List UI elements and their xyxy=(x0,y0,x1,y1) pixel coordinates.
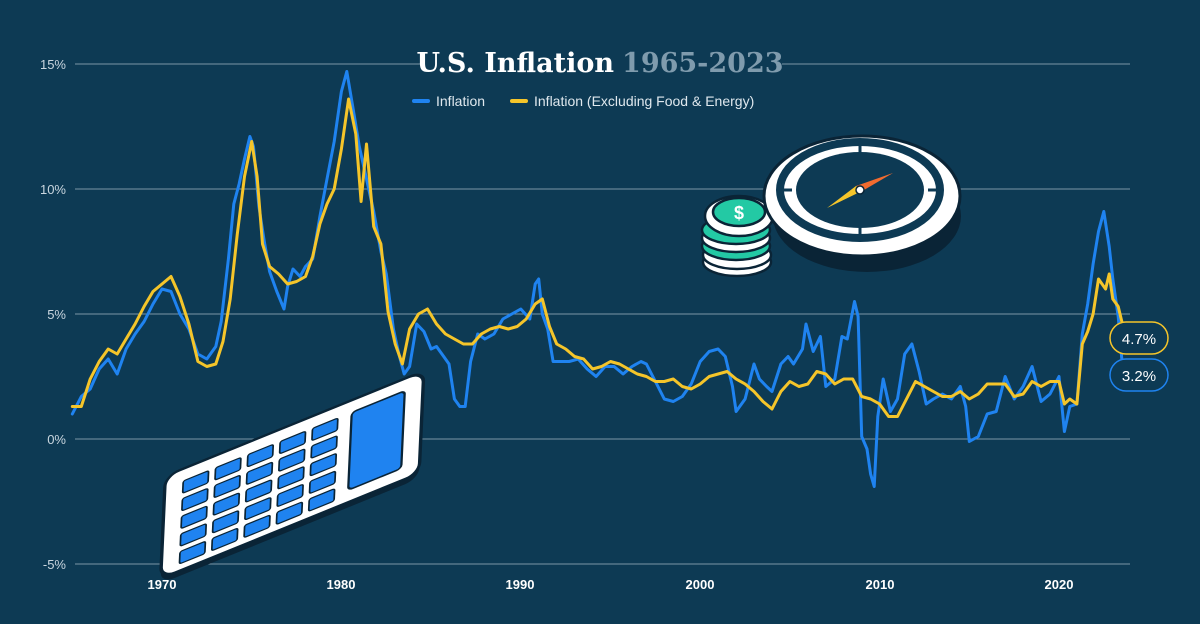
calculator-illustration xyxy=(159,373,426,580)
chart-title-main: U.S. Inflation xyxy=(416,48,614,79)
legend: Inflation Inflation (Excluding Food & En… xyxy=(412,93,754,109)
x-tick-label: 1980 xyxy=(327,577,356,592)
x-tick-label: 1990 xyxy=(506,577,535,592)
chart-title-years: 1965-2023 xyxy=(622,48,784,79)
x-axis: 1970 1980 1990 2000 2010 2020 xyxy=(148,577,1074,592)
y-tick-label: 5% xyxy=(47,307,66,322)
end-label-inflation: 3.2% xyxy=(1109,358,1169,392)
y-tick-label: 10% xyxy=(40,182,66,197)
legend-swatch-core xyxy=(510,99,528,103)
x-tick-label: 2010 xyxy=(866,577,895,592)
x-tick-label: 2020 xyxy=(1045,577,1074,592)
end-label-core: 4.7% xyxy=(1109,321,1169,355)
end-label-core-text: 4.7% xyxy=(1122,331,1156,348)
title-mask xyxy=(422,44,782,84)
coins-illustration: $ xyxy=(700,194,775,278)
svg-text:$: $ xyxy=(734,203,744,223)
x-tick-label: 2000 xyxy=(686,577,715,592)
compass-illustration xyxy=(762,134,962,272)
chart-title: U.S. Inflation 1965-2023 xyxy=(416,48,783,79)
series-line-inflation xyxy=(70,70,1124,488)
legend-label-core: Inflation (Excluding Food & Energy) xyxy=(534,93,754,109)
y-tick-label: 0% xyxy=(47,432,66,447)
y-tick-label: -5% xyxy=(43,557,67,572)
y-tick-label: 15% xyxy=(40,57,66,72)
end-label-inflation-text: 3.2% xyxy=(1122,368,1156,385)
series-layer xyxy=(70,70,1124,488)
legend-swatch-inflation xyxy=(412,99,430,103)
series-line-core-inflation xyxy=(70,97,1124,418)
legend-label-inflation: Inflation xyxy=(436,93,485,109)
y-axis: 15% 10% 5% 0% -5% xyxy=(40,57,66,572)
x-tick-label: 1970 xyxy=(148,577,177,592)
